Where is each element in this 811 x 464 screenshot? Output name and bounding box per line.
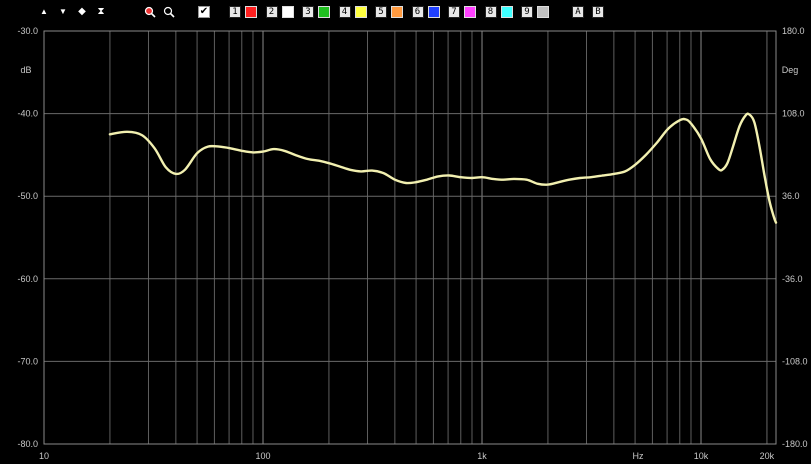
y2-tick-label: -180.0	[782, 439, 808, 449]
right-unit-label: Deg	[782, 65, 799, 75]
y2-tick-label: 108.0	[782, 109, 805, 119]
y2-tick-label: -36.0	[782, 274, 803, 284]
grid	[43, 30, 777, 445]
x-tick-label: 10k	[694, 451, 709, 461]
trace-1-color-swatch[interactable]	[245, 6, 257, 18]
y2-tick-label: 180.0	[782, 26, 805, 36]
zoom-in-icon[interactable]	[144, 6, 156, 18]
trace-8-color-swatch[interactable]	[500, 6, 513, 18]
arrow-down-icon[interactable]: ▼	[59, 7, 67, 16]
overlay-a-button[interactable]: A	[572, 6, 584, 18]
fit-vertical-icon[interactable]: ⧗	[97, 6, 105, 17]
y-tick-label: -60.0	[17, 274, 38, 284]
trace-9-color-swatch[interactable]	[537, 6, 549, 18]
y-tick-label: -70.0	[17, 356, 38, 366]
trace-6-button[interactable]: 6	[411, 6, 424, 18]
y-tick-label: -40.0	[17, 109, 38, 119]
trace-6-color-swatch[interactable]	[427, 6, 440, 18]
series	[108, 112, 778, 224]
y-tick-label: -80.0	[17, 439, 38, 449]
y2-tick-label: 36.0	[782, 191, 800, 201]
trace-2-color-swatch[interactable]	[281, 6, 294, 18]
hz-label: Hz	[633, 451, 644, 461]
trace-4-color-swatch[interactable]	[354, 6, 367, 18]
zoom-out-icon[interactable]	[163, 6, 175, 18]
trace-8-button[interactable]: 8	[484, 6, 497, 18]
expand-vertical-icon[interactable]: ◆	[78, 6, 86, 17]
axes: -30.0 -40.0 -50.0 -60.0 -70.0 -80.0 180.0 108.0…	[17, 26, 807, 461]
arrow-up-icon[interactable]: ▲	[40, 7, 48, 16]
left-unit-label: dB	[20, 65, 31, 75]
plot-frame	[43, 30, 777, 445]
trace-3-button[interactable]: 3	[302, 6, 314, 18]
trace-2-button[interactable]: 2	[265, 6, 278, 18]
trace-5-color-swatch[interactable]	[391, 6, 403, 18]
trace-1-button[interactable]: 1	[229, 6, 241, 18]
y2-tick-label: -108.0	[782, 356, 808, 366]
x-tick-label: 10	[39, 451, 49, 461]
toolbar: ▲ ▼ ◆ ⧗ ✔ 1 2 3 4 5 6 7 8 9 A B	[0, 0, 811, 26]
y-tick-label: -30.0	[17, 26, 38, 36]
y-tick-label: -50.0	[17, 191, 38, 201]
trace-9-button[interactable]: 9	[521, 6, 533, 18]
x-tick-label: 20k	[760, 451, 775, 461]
overlay-b-button[interactable]: B	[592, 6, 604, 18]
trace-7-button[interactable]: 7	[448, 6, 460, 18]
trace-7-color-swatch[interactable]	[464, 6, 476, 18]
x-tick-label: 1k	[477, 451, 487, 461]
checkbox-all-traces[interactable]: ✔	[198, 6, 210, 18]
x-tick-label: 100	[255, 451, 270, 461]
series-line-1	[108, 112, 778, 224]
trace-3-color-swatch[interactable]	[318, 6, 330, 18]
trace-4-button[interactable]: 4	[338, 6, 351, 18]
trace-5-button[interactable]: 5	[375, 6, 387, 18]
